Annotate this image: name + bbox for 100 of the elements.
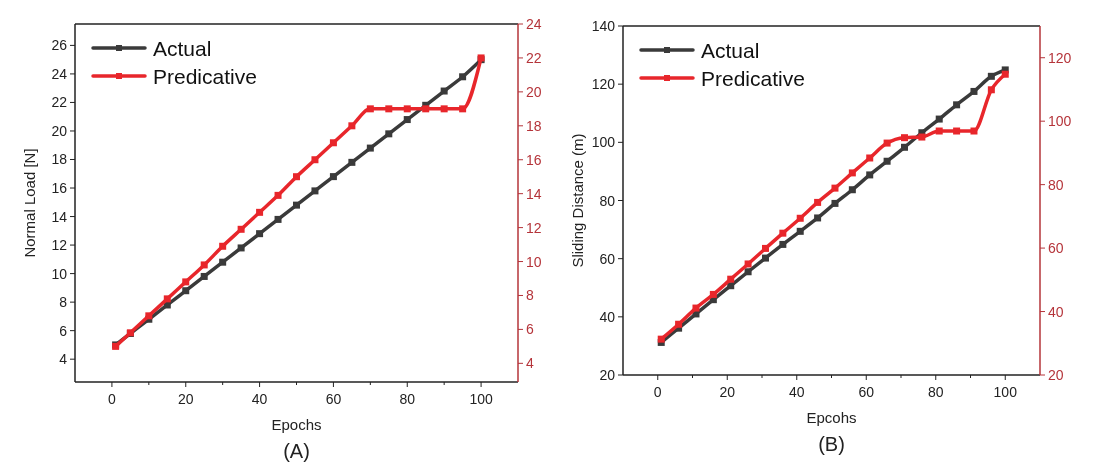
y2-tick-label: 10: [526, 253, 542, 270]
y-tick-label: 140: [591, 18, 616, 34]
point: [866, 171, 874, 179]
y-tick-label: 8: [59, 294, 68, 311]
y-axis-title: Normal Load [N]: [21, 148, 38, 258]
y-tick-label: 24: [51, 65, 68, 82]
x-tick-label: 60: [858, 384, 875, 400]
point: [385, 105, 393, 113]
legend-label: Predicative: [701, 67, 805, 90]
y2-tick-label: 14: [526, 185, 542, 202]
x-tick-label: 40: [251, 391, 268, 407]
y-tick-label: 80: [599, 192, 616, 209]
point: [970, 127, 978, 135]
point: [329, 173, 337, 181]
point: [796, 227, 804, 235]
point: [779, 240, 787, 248]
point: [883, 157, 891, 165]
point: [182, 278, 190, 286]
y2-tick-label: 6: [526, 321, 534, 338]
y2-tick-label: 16: [526, 151, 542, 168]
point: [779, 229, 787, 237]
x-tick-label: 0: [653, 384, 662, 400]
point: [366, 144, 374, 152]
point: [440, 105, 448, 113]
point: [848, 186, 856, 194]
y2-tick-label: 12: [526, 219, 542, 236]
x-tick-label: 80: [399, 391, 416, 407]
y-tick-label: 4: [59, 351, 68, 368]
point: [219, 242, 227, 250]
point: [311, 187, 319, 195]
point: [422, 105, 430, 113]
y-tick-label: 120: [591, 76, 616, 93]
point: [440, 87, 448, 95]
y2-tick-label: 120: [1048, 49, 1072, 66]
point: [935, 115, 943, 123]
point: [182, 287, 190, 295]
y-tick-label: 12: [51, 237, 68, 254]
y2-tick-label: 4: [526, 355, 534, 372]
point: [831, 184, 839, 192]
point: [403, 105, 411, 113]
point: [348, 158, 356, 166]
point: [293, 173, 300, 181]
point: [744, 260, 752, 268]
y2-tick-label: 18: [526, 117, 542, 134]
x-tick-label: 80: [927, 384, 944, 400]
y-tick-label: 20: [599, 367, 616, 383]
y-tick-label: 16: [51, 180, 68, 197]
point: [866, 154, 874, 162]
point: [163, 295, 171, 303]
point: [814, 198, 822, 206]
point: [761, 254, 769, 262]
point: [237, 244, 245, 252]
text: (A): [283, 440, 310, 462]
point: [692, 304, 700, 312]
point: [953, 101, 961, 109]
x-axis-title: Epochs: [271, 416, 322, 433]
point: [459, 73, 467, 81]
x-tick-label: 60: [325, 391, 342, 407]
point: [329, 139, 337, 147]
point: [274, 191, 282, 199]
y-tick-label: 60: [599, 250, 616, 267]
y-tick-label: 20: [51, 122, 68, 139]
point: [459, 105, 467, 113]
y2-tick-label: 40: [1048, 303, 1064, 320]
y2-tick-label: 22: [526, 49, 542, 66]
point: [761, 244, 769, 252]
point: [1001, 70, 1009, 78]
x-tick-label: 0: [108, 391, 117, 407]
y-tick-label: 40: [599, 308, 616, 325]
point: [987, 72, 995, 80]
y-tick-label: 14: [51, 208, 68, 225]
point: [274, 215, 282, 223]
point: [935, 127, 943, 135]
point: [900, 143, 908, 151]
point: [987, 86, 995, 94]
point: [744, 268, 752, 276]
point: [237, 225, 245, 233]
y-tick-label: 26: [51, 37, 68, 54]
point: [348, 122, 356, 130]
y2-tick-label: 100: [1048, 113, 1072, 130]
point: [727, 275, 735, 283]
point: [366, 105, 374, 113]
x-tick-label: 100: [993, 384, 1018, 400]
point: [403, 116, 411, 124]
legend-label: Actual: [153, 37, 212, 60]
point: [675, 320, 683, 328]
point: [831, 199, 839, 207]
point: [256, 230, 264, 238]
y-axis-title: Sliding Distance (m): [569, 133, 586, 268]
point: [385, 130, 393, 138]
y-tick-label: 22: [51, 94, 68, 111]
point: [200, 272, 208, 280]
point: [311, 156, 319, 164]
point: [219, 258, 227, 266]
y-tick-label: 18: [51, 151, 68, 168]
y2-tick-label: 24: [526, 16, 542, 32]
y-tick-label: 10: [51, 265, 68, 282]
y2-tick-label: 20: [526, 83, 542, 100]
y2-tick-label: 80: [1048, 176, 1064, 193]
y-tick-label: 6: [59, 322, 68, 339]
